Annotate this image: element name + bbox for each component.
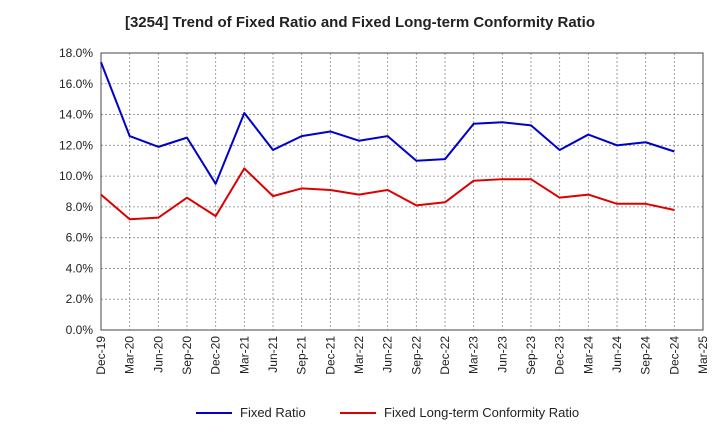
chart-title: [3254] Trend of Fixed Ratio and Fixed Lo… [124, 14, 596, 31]
x-tick-label: Mar-20 [123, 336, 137, 374]
x-tick-label: Dec-24 [667, 336, 681, 375]
x-tick-label: Mar-21 [237, 336, 251, 374]
series-line-fixed-long-term-conformity-ratio [100, 167, 675, 221]
y-tick-label: 10.0% [59, 169, 93, 183]
y-tick-label: 6.0% [66, 231, 94, 245]
x-tick-label: Mar-23 [467, 336, 481, 374]
x-tick-label: Jun-20 [151, 336, 165, 373]
x-tick-label: Jun-24 [610, 336, 624, 373]
legend-item-fixed-ratio: Fixed Ratio [196, 405, 306, 420]
series-layer [100, 61, 675, 221]
x-tick-label: Sep-22 [409, 336, 423, 375]
legend-label-fixed-long-term-conformity-ratio: Fixed Long-term Conformity Ratio [384, 405, 580, 420]
y-tick-label: 16.0% [59, 77, 93, 91]
legend-swatch-fixed-ratio [196, 411, 232, 414]
x-tick-label: Dec-22 [438, 336, 452, 375]
grid-layer [100, 52, 704, 331]
series-line-fixed-ratio [100, 61, 675, 185]
x-tick-label: Mar-24 [581, 336, 595, 374]
plot-frame [100, 52, 704, 331]
y-tick-label: 14.0% [59, 108, 93, 122]
legend-label-fixed-ratio: Fixed Ratio [240, 405, 306, 420]
x-tick-label: Mar-25 [696, 336, 710, 374]
x-tick-label: Dec-20 [209, 336, 223, 375]
x-tick-label: Sep-21 [295, 336, 309, 375]
x-tick-label: Dec-23 [553, 336, 567, 375]
x-tick-label: Jun-22 [381, 336, 395, 373]
x-tick-label: Jun-23 [495, 336, 509, 373]
x-tick-label: Sep-24 [639, 336, 653, 375]
legend-item-fixed-long-term-conformity-ratio: Fixed Long-term Conformity Ratio [340, 405, 579, 420]
y-tick-label: 12.0% [59, 138, 93, 152]
y-tick-label: 4.0% [66, 261, 94, 275]
x-tick-label: Sep-20 [180, 336, 194, 375]
axis-layer: 0.0% 2.0% 4.0% 6.0% 8.0% 10.0% 12.0% 14.0% 16.0%… [59, 46, 710, 375]
legend-swatch-fixed-long-term-conformity-ratio [340, 411, 376, 414]
x-tick-label: Dec-21 [323, 336, 337, 375]
x-tick-label: Mar-22 [352, 336, 366, 374]
y-tick-label: 2.0% [66, 292, 94, 306]
x-tick-label: Sep-23 [524, 336, 538, 375]
x-tick-label: Jun-21 [266, 336, 280, 373]
y-tick-label: 0.0% [66, 323, 94, 337]
y-tick-label: 8.0% [66, 200, 94, 214]
legend: Fixed Ratio Fixed Long-term Conformity R… [0, 405, 720, 425]
x-tick-label: Dec-19 [94, 336, 108, 375]
y-tick-label: 18.0% [59, 46, 93, 60]
